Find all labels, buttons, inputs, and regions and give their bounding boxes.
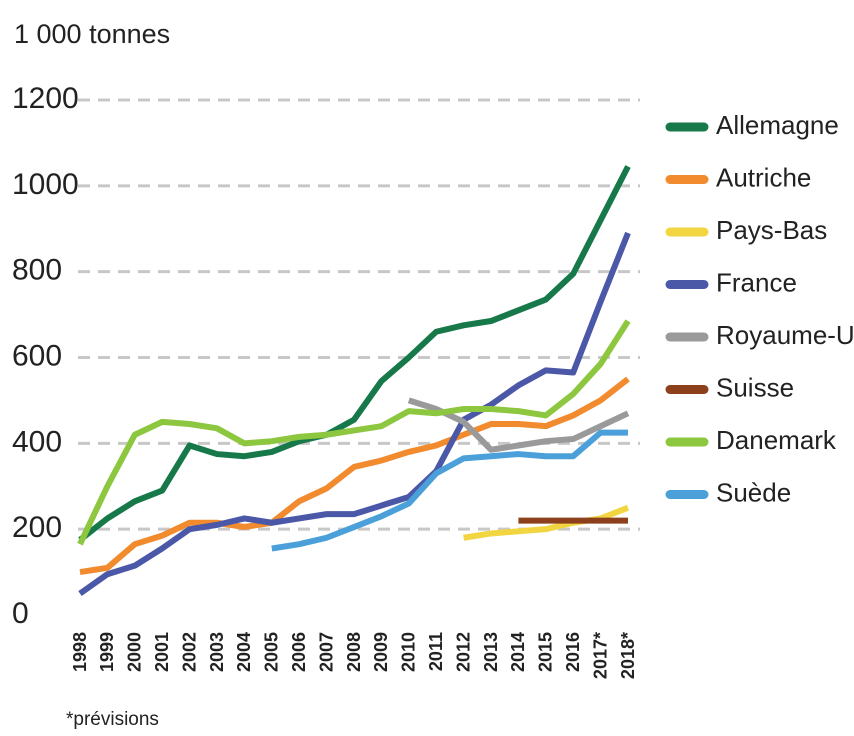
x-tick-label: 2011	[426, 632, 446, 671]
x-tick-label: 2005	[262, 632, 282, 672]
x-tick-label: 2009	[371, 632, 391, 672]
x-tick-label: 1998	[70, 632, 90, 672]
footnote: *prévisions	[66, 709, 159, 730]
x-tick-label: 2002	[179, 632, 199, 672]
x-tick-label: 2004	[234, 632, 254, 672]
x-tick-label: 2016	[563, 632, 583, 672]
x-tick-label: 2008	[344, 632, 364, 672]
y-tick-label: 0	[12, 597, 29, 630]
x-tick-label: 2003	[207, 632, 227, 672]
legend-label: Royaume-Uni	[716, 320, 854, 350]
legend-label: Suède	[716, 477, 791, 507]
x-tick-label: 2001	[152, 632, 172, 672]
legend-label: Danemark	[716, 425, 837, 455]
series-line	[79, 376, 630, 576]
y-axis-label: 1 000 tonnes	[14, 19, 170, 49]
series-line	[78, 231, 631, 596]
x-tick-label: 1999	[97, 632, 117, 672]
x-tick-label: 2000	[125, 632, 145, 672]
x-tick-label: 2013	[481, 632, 501, 672]
legend-label: France	[716, 267, 797, 297]
y-tick-label: 800	[12, 254, 62, 287]
legend-label: Allemagne	[716, 110, 839, 140]
series-line	[78, 165, 631, 543]
y-tick-label: 1000	[12, 168, 79, 201]
legend-label: Autriche	[716, 162, 811, 192]
x-tick-label: 2015	[536, 632, 556, 672]
legend-label: Suisse	[716, 372, 794, 402]
x-tick-label: 2014	[508, 632, 528, 672]
x-tick-label: 2007	[316, 632, 336, 672]
x-tick-label: 2006	[289, 632, 309, 672]
series-line	[271, 429, 628, 552]
y-tick-label: 1200	[12, 82, 79, 115]
x-tick-label: 2010	[399, 632, 419, 672]
x-tick-label: 2017*	[590, 632, 610, 679]
x-tick-label: 2018*	[618, 632, 638, 679]
y-tick-label: 600	[12, 339, 62, 372]
y-tick-label: 200	[12, 511, 62, 544]
x-tick-label: 2012	[453, 632, 473, 672]
y-tick-label: 400	[12, 425, 62, 458]
series-line	[77, 319, 631, 546]
legend-label: Pays-Bas	[716, 215, 827, 245]
